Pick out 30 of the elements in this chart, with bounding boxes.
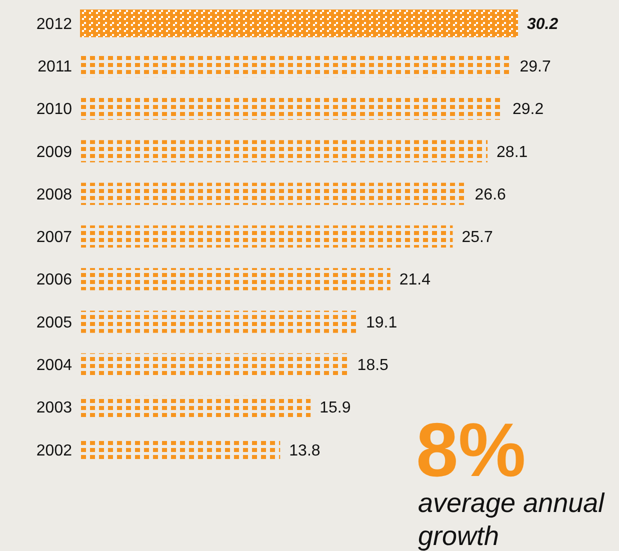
bar bbox=[80, 396, 311, 418]
bar bbox=[80, 225, 453, 248]
bar bbox=[80, 353, 348, 376]
data-label: 28.1 bbox=[496, 144, 528, 161]
data-label: 30.2 bbox=[527, 16, 558, 33]
y-tick-label: 2005 bbox=[36, 314, 72, 332]
data-label: 21.4 bbox=[399, 272, 431, 289]
y-tick-label: 2004 bbox=[36, 356, 72, 374]
y-tick-label: 2007 bbox=[36, 229, 72, 246]
y-tick-label: 2003 bbox=[36, 400, 72, 417]
data-label: 29.7 bbox=[520, 58, 551, 76]
bar bbox=[80, 182, 466, 205]
bar bbox=[80, 310, 358, 333]
y-tick-label: 2006 bbox=[36, 272, 72, 289]
data-label: 18.5 bbox=[357, 356, 389, 374]
bar bbox=[80, 54, 511, 78]
y-tick-label: 2011 bbox=[38, 58, 72, 76]
data-label: 13.8 bbox=[289, 442, 320, 460]
bar bbox=[80, 268, 390, 290]
data-label: 19.1 bbox=[366, 314, 398, 332]
y-tick-label: 2008 bbox=[36, 186, 72, 204]
data-label: 29.2 bbox=[512, 101, 544, 118]
bar bbox=[80, 140, 488, 162]
y-tick-label: 2010 bbox=[36, 101, 72, 118]
data-label: 25.7 bbox=[462, 229, 493, 246]
data-label: 15.9 bbox=[320, 400, 351, 417]
y-tick-label: 2009 bbox=[36, 144, 72, 161]
y-tick-label: 2002 bbox=[36, 442, 72, 460]
y-tick-label: 2012 bbox=[36, 16, 72, 33]
data-label: 26.6 bbox=[474, 186, 506, 204]
